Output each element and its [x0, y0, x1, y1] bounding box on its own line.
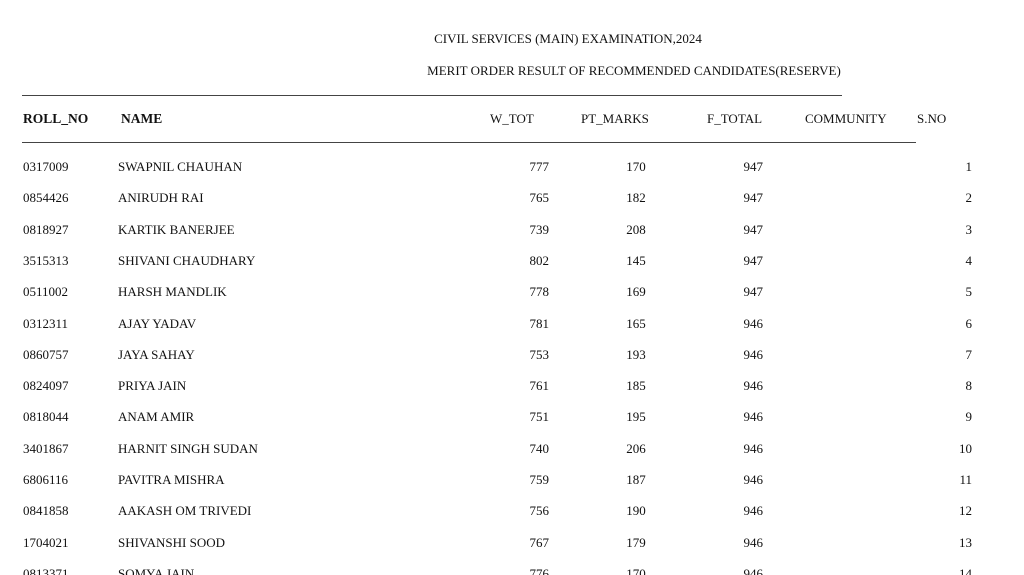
- column-header: S.NO: [917, 111, 947, 126]
- candidate-name: PAVITRA MISHRA: [118, 472, 225, 487]
- candidate-name: SWAPNIL CHAUHAN: [118, 159, 243, 174]
- pt-marks: 165: [626, 315, 646, 331]
- roll-no: 0824097: [23, 378, 69, 394]
- candidate-name: ANAM AMIR: [118, 409, 195, 425]
- w-tot: 776: [529, 565, 550, 575]
- candidate-name: SHIVANI CHAUDHARY: [118, 252, 256, 268]
- roll-no: 0841858: [23, 503, 69, 519]
- candidate-name: SHIVANSHI SOOD: [118, 534, 226, 550]
- s-no: 14: [959, 565, 972, 575]
- candidate-name: JAYA SAHAY: [118, 346, 195, 362]
- s-no: 11: [959, 472, 972, 487]
- roll-no: 0818044: [23, 409, 69, 425]
- s-no: 10: [959, 440, 972, 456]
- column-header: COMMUNITY: [805, 111, 887, 126]
- s-no: 9: [965, 409, 973, 425]
- subtitle: MERIT ORDER RESULT OF RECOMMENDED CANDID…: [427, 63, 841, 78]
- column-header: F_TOTAL: [707, 111, 763, 126]
- f-total: 946: [743, 409, 764, 425]
- column-header: PT_MARKS: [581, 111, 649, 126]
- candidate-name: AJAY YADAV: [118, 315, 197, 331]
- rule: [22, 95, 842, 96]
- roll-no: 3515313: [23, 252, 69, 268]
- w-tot: 767: [529, 534, 550, 550]
- roll-no: 3401867: [23, 440, 69, 456]
- candidate-name: PRIYA JAIN: [118, 378, 187, 394]
- roll-no: 6806116: [23, 472, 69, 487]
- w-tot: 761: [529, 378, 550, 394]
- pt-marks: 170: [626, 565, 646, 575]
- w-tot: 802: [529, 252, 550, 268]
- roll-no: 1704021: [23, 534, 69, 550]
- candidate-name: HARNIT SINGH SUDAN: [118, 440, 258, 456]
- s-no: 7: [965, 346, 973, 362]
- w-tot: 759: [529, 472, 550, 487]
- roll-no: 0813371: [23, 565, 69, 575]
- pt-marks: 208: [626, 221, 646, 237]
- roll-no: 0312311: [23, 315, 69, 331]
- roll-no: 0511002: [23, 284, 69, 300]
- title: CIVIL SERVICES (MAIN) EXAMINATION,2024: [434, 31, 702, 46]
- s-no: 2: [965, 190, 973, 206]
- pt-marks: 193: [626, 346, 646, 362]
- f-total: 946: [743, 472, 764, 487]
- s-no: 8: [965, 378, 973, 394]
- pt-marks: 145: [626, 252, 646, 268]
- f-total: 947: [743, 159, 764, 174]
- s-no: 12: [959, 503, 972, 519]
- s-no: 13: [959, 534, 972, 550]
- w-tot: 756: [529, 503, 550, 519]
- f-total: 946: [743, 378, 764, 394]
- w-tot: 740: [529, 440, 550, 456]
- s-no: 5: [965, 284, 973, 300]
- w-tot: 781: [529, 315, 550, 331]
- pt-marks: 169: [626, 284, 646, 300]
- f-total: 947: [743, 221, 764, 237]
- s-no: 1: [965, 159, 973, 174]
- w-tot: 751: [529, 409, 550, 425]
- candidate-name: KARTIK BANERJEE: [118, 221, 235, 237]
- pt-marks: 179: [626, 534, 646, 550]
- f-total: 947: [743, 252, 764, 268]
- f-total: 946: [743, 440, 764, 456]
- candidate-name: AAKASH OM TRIVEDI: [118, 503, 252, 519]
- f-total: 946: [743, 346, 764, 362]
- w-tot: 753: [529, 346, 550, 362]
- s-no: 3: [965, 221, 973, 237]
- column-header: NAME: [121, 111, 163, 126]
- roll-no: 0317009: [23, 159, 69, 174]
- rule: [22, 142, 916, 143]
- s-no: 6: [965, 315, 973, 331]
- roll-no: 0860757: [23, 346, 69, 362]
- f-total: 946: [743, 503, 764, 519]
- column-header: ROLL_NO: [23, 111, 89, 126]
- f-total: 947: [743, 284, 764, 300]
- f-total: 946: [743, 565, 764, 575]
- w-tot: 777: [529, 159, 550, 174]
- f-total: 946: [743, 534, 764, 550]
- candidate-name: ANIRUDH RAI: [118, 190, 204, 206]
- pt-marks: 185: [626, 378, 646, 394]
- roll-no: 0854426: [23, 190, 69, 206]
- f-total: 946: [743, 315, 764, 331]
- pt-marks: 182: [626, 190, 646, 206]
- pt-marks: 206: [626, 440, 646, 456]
- candidate-name: HARSH MANDLIK: [118, 284, 227, 300]
- s-no: 4: [965, 252, 973, 268]
- pt-marks: 195: [626, 409, 646, 425]
- column-header: W_TOT: [490, 111, 534, 126]
- w-tot: 778: [529, 284, 550, 300]
- w-tot: 739: [529, 221, 550, 237]
- roll-no: 0818927: [23, 221, 69, 237]
- pt-marks: 187: [626, 472, 646, 487]
- pt-marks: 170: [626, 159, 646, 174]
- w-tot: 765: [529, 190, 550, 206]
- candidate-name: SOMYA JAIN: [118, 565, 195, 575]
- pt-marks: 190: [626, 503, 646, 519]
- f-total: 947: [743, 190, 764, 206]
